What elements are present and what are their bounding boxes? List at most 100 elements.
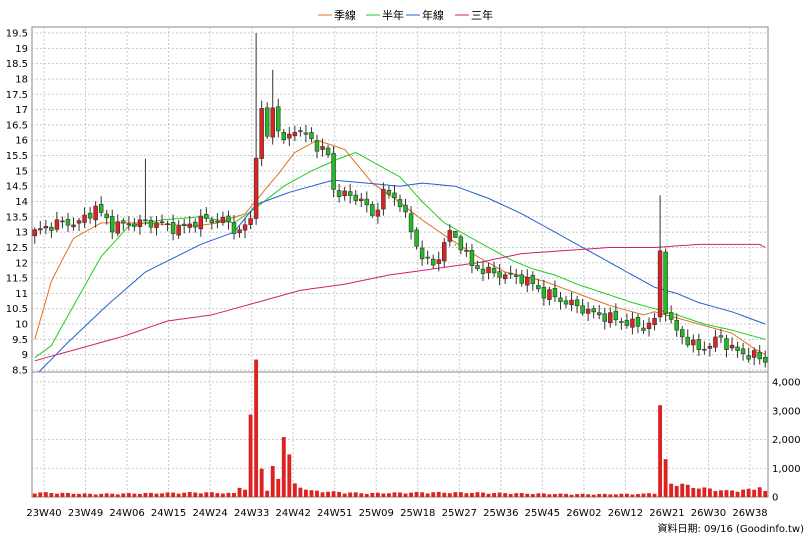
volume-bar (115, 494, 120, 497)
candle-body (370, 204, 375, 216)
x-tick-label: 25W09 (359, 508, 394, 519)
candle-body (43, 226, 49, 229)
volume-bar (165, 492, 170, 497)
volume-bar (226, 492, 231, 497)
volume-bar (436, 491, 441, 497)
volume-bar (353, 492, 358, 497)
volume-tick-label: 2,000 (772, 435, 801, 446)
volume-bar (464, 493, 469, 497)
volume-bar (287, 454, 292, 497)
candle-body (525, 276, 530, 286)
volume-bar (370, 492, 375, 497)
candle-body (442, 242, 447, 262)
candle-body (248, 218, 253, 225)
candle-body (585, 308, 591, 314)
volume-bar (702, 487, 707, 497)
x-tick-label: 25W36 (483, 508, 518, 519)
volume-bar (591, 494, 596, 497)
volume-bar (342, 493, 347, 497)
volume-bar (519, 493, 524, 497)
candle-body (657, 250, 663, 318)
volume-bar (730, 490, 734, 497)
candlesticks (32, 33, 768, 368)
price-tick-label: 13.5 (6, 212, 28, 223)
volume-bar (143, 492, 148, 497)
x-tick-label: 25W18 (400, 508, 435, 519)
volume-bar (110, 493, 115, 497)
candle-body (591, 308, 596, 313)
x-tick-label: 24W42 (276, 508, 311, 519)
volume-bars (32, 359, 768, 497)
volume-bar (558, 493, 563, 497)
candle-body (375, 209, 381, 217)
price-tick-label: 17.5 (6, 90, 28, 101)
candle-body (76, 220, 82, 224)
volume-bar (259, 468, 264, 497)
candle-body (624, 320, 630, 326)
price-axis: 8.5 9 9.5 10 10.5 11 11.5 12 12.5 13 13.5 14 14.5 15 1… (6, 29, 28, 377)
volume-bar (685, 484, 690, 497)
volume-bar (32, 493, 37, 497)
candle-body (475, 265, 480, 269)
candle-body (569, 299, 574, 305)
volume-bar (647, 493, 651, 497)
volume-bar (597, 493, 602, 497)
volume-bar (326, 491, 330, 497)
x-tick-label: 26W02 (566, 508, 601, 519)
volume-bar (602, 493, 607, 497)
legend-label-quarter: 季線 (334, 8, 356, 22)
volume-tick-label: 3,000 (772, 406, 801, 417)
volume-bar (176, 493, 181, 497)
candle-body (309, 132, 314, 140)
candle-body (613, 310, 619, 321)
candle-body (314, 140, 320, 152)
candle-body (563, 300, 569, 305)
volume-bar (309, 490, 314, 497)
price-tick-label: 13 (15, 228, 28, 239)
price-tick-label: 16.5 (6, 120, 28, 131)
volume-bar (497, 492, 502, 497)
volume-bar (137, 493, 142, 497)
volume-bar (160, 493, 164, 497)
volume-bar (492, 492, 497, 497)
volume-bar (359, 493, 364, 497)
volume-bar (386, 493, 391, 497)
volume-bar (187, 492, 192, 497)
candle-body (154, 222, 159, 229)
candle-body (281, 131, 287, 141)
volume-bar (276, 478, 281, 497)
volume-bar (270, 465, 275, 497)
volume-bar (719, 490, 723, 497)
ma-three-year-line (34, 243, 766, 362)
candle-body (641, 327, 646, 331)
volume-bar (171, 492, 176, 497)
volume-bar (564, 493, 568, 497)
candle-body (187, 223, 192, 228)
price-tick-label: 10.5 (6, 304, 28, 315)
candle-body (724, 338, 729, 350)
volume-bar (608, 494, 613, 497)
candle-body (60, 220, 65, 223)
volume-bar (93, 494, 98, 497)
candle-body (464, 250, 469, 252)
candle-body (508, 272, 513, 275)
volume-bar (470, 492, 474, 497)
candle-body (713, 336, 718, 348)
volume-bar (320, 492, 325, 497)
candle-body (447, 230, 453, 242)
volume-bar (630, 494, 635, 497)
legend: 季線 半年 年線 三年 (318, 8, 493, 22)
candle-body (392, 192, 397, 199)
candle-body (403, 204, 408, 213)
candle-body (602, 313, 607, 322)
candle-body (264, 107, 270, 137)
candle-body (491, 267, 497, 274)
candle-body (148, 220, 154, 228)
volume-bar (475, 492, 480, 497)
volume-bar (82, 493, 87, 497)
x-tick-label: 24W33 (234, 508, 269, 519)
candle-body (71, 224, 76, 228)
price-tick-label: 12.5 (6, 243, 28, 254)
volume-bar (636, 494, 640, 497)
volume-bar (243, 489, 247, 497)
